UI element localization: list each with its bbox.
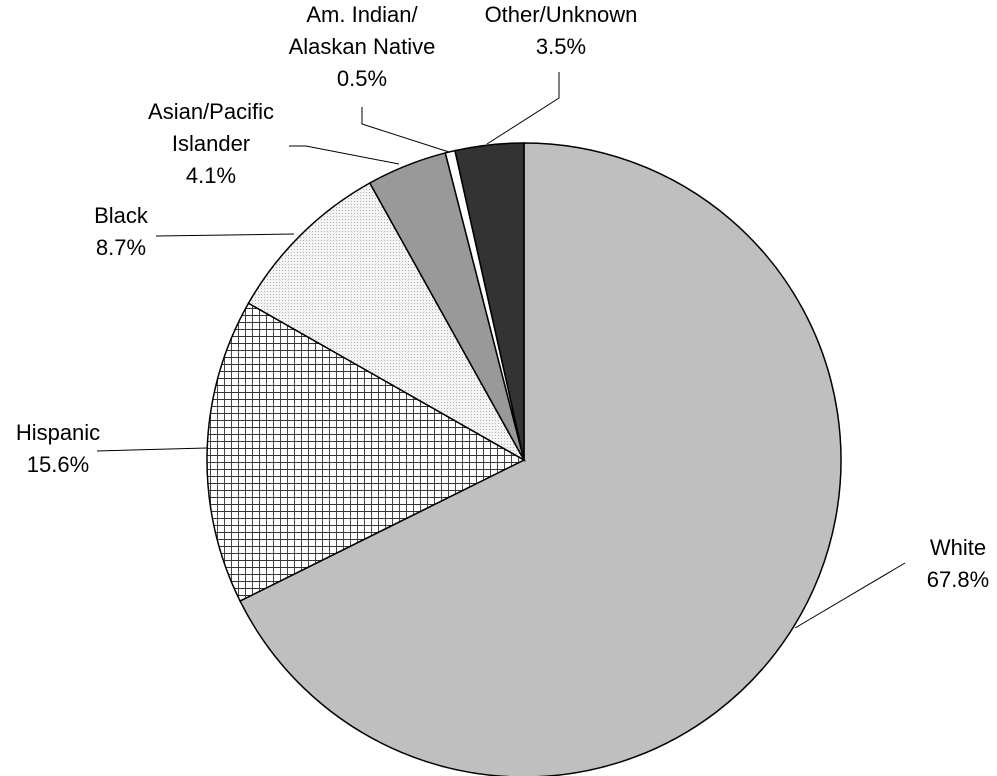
slice-category-label-am-indian-alaskan-native: Alaskan Native [289,34,436,59]
slice-category-label-hispanic: Hispanic [16,420,100,445]
pie-slice-hispanic [206,302,526,602]
slice-category-label-white: White [930,535,986,560]
slice-labels: White 67.8% Hispanic 15.6% Black 8.7% Asian/Pa… [16,2,989,592]
pie-slice-other-unknown [454,142,525,461]
slice-value-label-white: 67.8% [927,567,989,592]
slice-category-label-am-indian-alaskan-native: Am. Indian/ [306,2,418,27]
pie-slice-white [239,142,842,776]
slice-category-label-asian-pacific-islander: Islander [172,131,250,156]
slice-category-label-other-unknown: Other/Unknown [485,2,638,27]
slice-value-label-am-indian-alaskan-native: 0.5% [337,66,387,91]
slice-value-label-black: 8.7% [96,235,146,260]
slice-value-label-other-unknown: 3.5% [536,34,586,59]
leader-line-asian-pacific-islander [289,145,400,165]
slice-value-label-hispanic: 15.6% [27,452,89,477]
leader-line-am-indian-alaskan-native [361,107,450,153]
slice-category-label-black: Black [94,203,149,228]
slice-category-label-asian-pacific-islander: Asian/Pacific [148,99,274,124]
leader-lines [96,72,906,629]
pie-slices [206,142,842,776]
leader-line-other-unknown [486,72,560,145]
leader-line-hispanic [96,447,208,452]
leader-line-black [155,233,295,237]
pie-slice-black [247,181,526,462]
slice-value-label-asian-pacific-islander: 4.1% [186,163,236,188]
leader-line-white [794,562,906,629]
